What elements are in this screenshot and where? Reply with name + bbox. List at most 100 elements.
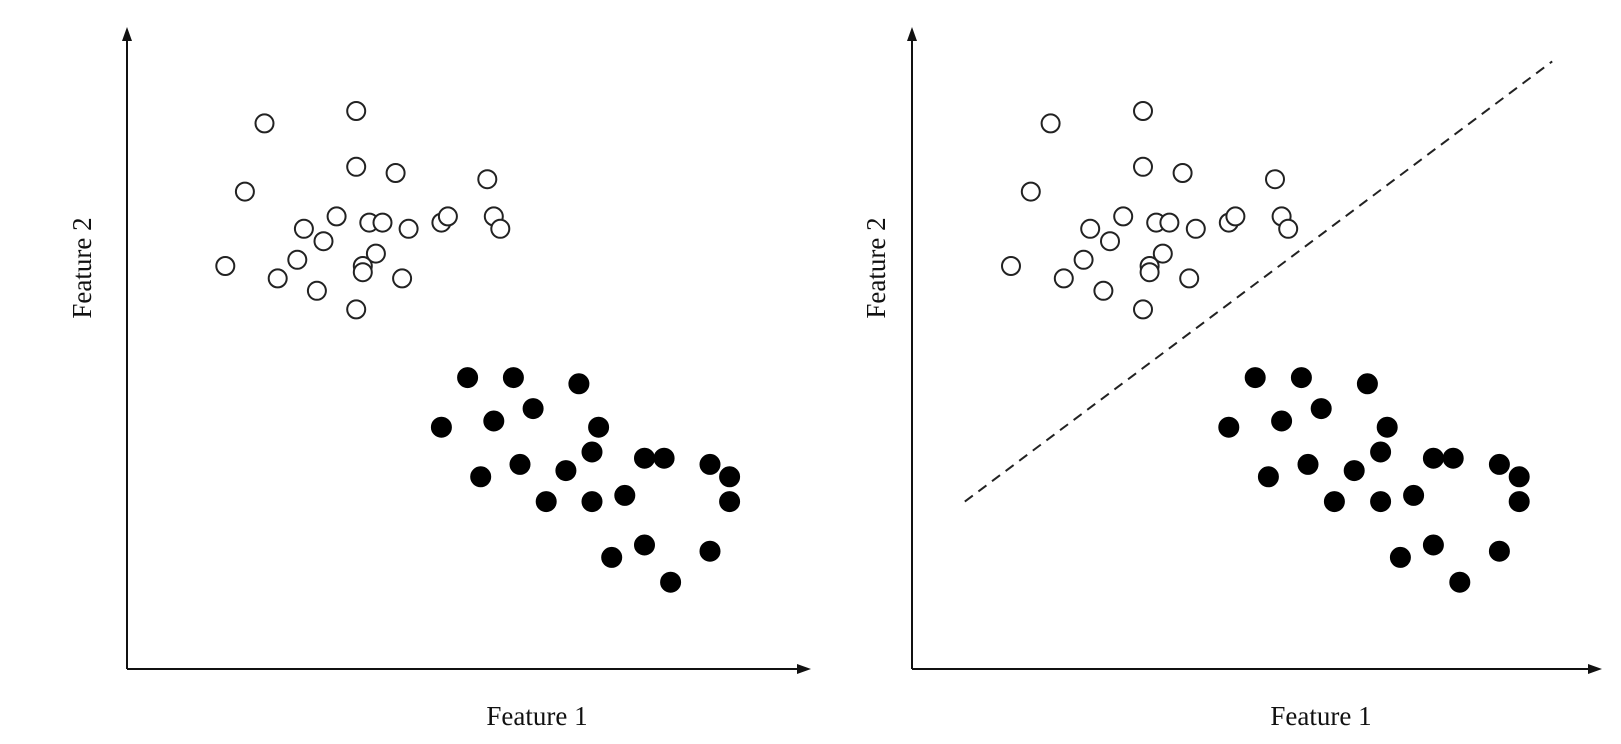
left-filled-point xyxy=(614,484,636,506)
left-open-point xyxy=(306,280,327,301)
right-open-point xyxy=(1179,268,1200,289)
left-filled-point xyxy=(581,491,603,513)
left-y-axis-label: Feature 2 xyxy=(67,217,97,318)
decision-boundary-line xyxy=(964,60,1553,503)
right-y-axis-arrow xyxy=(907,27,917,41)
left-filled-point xyxy=(719,466,741,488)
right-filled-point xyxy=(1271,410,1293,432)
left-open-point xyxy=(477,169,498,190)
right-open-point xyxy=(1080,218,1101,239)
right-filled-point xyxy=(1257,466,1279,488)
right-filled-point xyxy=(1422,534,1444,556)
right-x-axis-arrow xyxy=(1588,664,1602,674)
right-filled-point xyxy=(1310,398,1332,420)
right-x-axis-label: Feature 1 xyxy=(1270,701,1371,731)
right-filled-point xyxy=(1449,571,1471,593)
right-filled-point xyxy=(1356,373,1378,395)
left-open-point xyxy=(346,299,367,320)
right-filled-point xyxy=(1389,546,1411,568)
right-open-point xyxy=(1113,206,1134,227)
left-open-point xyxy=(365,243,386,264)
right-filled-point xyxy=(1290,367,1312,389)
right-filled-point xyxy=(1323,491,1345,513)
right-open-point xyxy=(1020,181,1041,202)
left-filled-point xyxy=(634,534,655,556)
left-data-points xyxy=(215,101,741,593)
left-open-point xyxy=(346,101,367,121)
right-open-point xyxy=(1040,113,1061,134)
left-filled-point xyxy=(483,410,505,432)
right-filled-point xyxy=(1297,453,1319,475)
right-data-points xyxy=(1001,101,1530,593)
left-filled-point xyxy=(509,453,531,475)
right-filled-point xyxy=(1370,491,1392,513)
left-filled-point xyxy=(430,416,452,438)
right-filled-point xyxy=(1370,441,1392,463)
left-filled-point xyxy=(470,466,492,488)
right-filled-point xyxy=(1218,416,1240,438)
right-open-point xyxy=(1139,262,1160,283)
right-y-axis-label: Feature 2 xyxy=(861,217,891,318)
left-filled-point xyxy=(588,416,610,438)
left-filled-point xyxy=(568,373,590,395)
left-filled-point xyxy=(522,398,544,420)
left-filled-point xyxy=(581,441,603,463)
right-filled-point xyxy=(1403,484,1425,506)
left-filled-point xyxy=(634,447,655,469)
left-open-point xyxy=(234,181,255,202)
left-filled-point xyxy=(660,571,682,593)
right-filled-point xyxy=(1442,447,1464,469)
left-plot-area xyxy=(122,27,811,674)
left-open-point xyxy=(346,156,367,177)
right-open-point xyxy=(1152,243,1173,264)
right-filled-point xyxy=(1488,540,1510,562)
right-filled-point xyxy=(1508,466,1530,488)
right-open-point xyxy=(1185,218,1206,239)
right-open-point xyxy=(1133,156,1153,177)
left-filled-point xyxy=(601,546,623,568)
right-open-point xyxy=(1225,206,1246,227)
right-panel: Feature 1 Feature 2 xyxy=(861,27,1602,731)
right-filled-point xyxy=(1244,367,1266,389)
left-panel: Feature 1 Feature 2 xyxy=(67,27,811,731)
right-plot-area xyxy=(907,27,1602,674)
right-open-point xyxy=(1093,280,1114,301)
left-open-point xyxy=(398,218,419,239)
left-open-point xyxy=(326,206,347,227)
right-filled-point xyxy=(1508,491,1530,513)
left-open-point xyxy=(372,212,393,233)
left-filled-point xyxy=(535,491,557,513)
left-open-point xyxy=(293,218,314,239)
left-x-axis-label: Feature 1 xyxy=(486,701,587,731)
left-open-point xyxy=(352,262,373,283)
left-filled-point xyxy=(719,491,741,513)
left-open-point xyxy=(313,231,334,252)
left-filled-point xyxy=(699,453,721,475)
left-filled-point xyxy=(555,460,577,482)
right-open-point xyxy=(1278,218,1299,239)
left-open-point xyxy=(267,268,288,289)
right-open-point xyxy=(1159,212,1180,233)
left-filled-point xyxy=(653,447,675,469)
left-filled-point xyxy=(457,367,479,389)
right-open-point xyxy=(1073,249,1094,270)
left-open-point xyxy=(215,256,236,276)
left-open-point xyxy=(490,218,511,239)
left-open-point xyxy=(437,206,458,227)
left-open-point xyxy=(287,249,308,270)
right-open-point xyxy=(1100,231,1120,252)
right-open-point xyxy=(1133,101,1153,121)
right-filled-point xyxy=(1343,460,1365,482)
right-open-point xyxy=(1001,256,1021,276)
left-open-point xyxy=(392,268,413,289)
left-open-point xyxy=(254,113,275,134)
left-x-axis-arrow xyxy=(797,664,811,674)
left-filled-point xyxy=(502,367,524,389)
right-open-point xyxy=(1133,299,1153,320)
right-open-point xyxy=(1053,268,1074,289)
right-filled-point xyxy=(1422,447,1444,469)
right-filled-point xyxy=(1376,416,1398,438)
left-open-point xyxy=(385,163,406,183)
left-y-axis-arrow xyxy=(122,27,132,41)
right-open-point xyxy=(1265,169,1285,190)
